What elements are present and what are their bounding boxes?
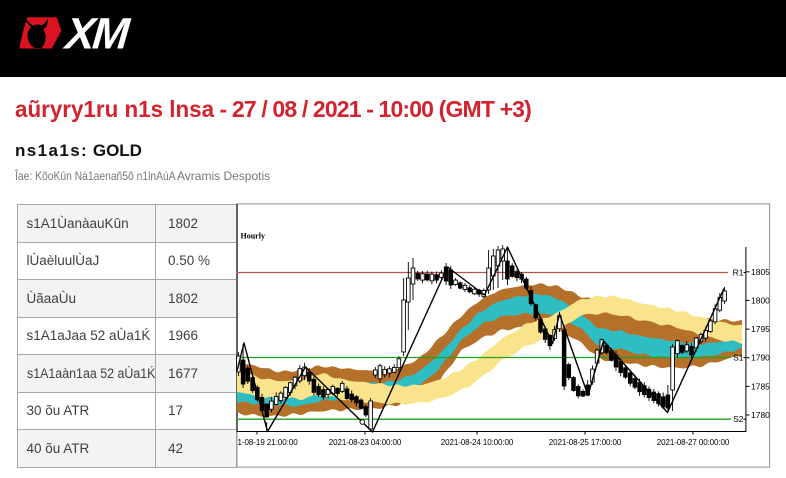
svg-text:S1: S1 [733,353,744,363]
svg-text:2021-08-27 00:00:00: 2021-08-27 00:00:00 [657,438,730,447]
svg-text:R1: R1 [733,268,744,278]
svg-text:1800: 1800 [751,295,770,305]
svg-text:XM: XM [61,15,133,58]
svg-text:1780: 1780 [751,410,770,420]
svg-text:S2: S2 [733,414,744,424]
svg-text:2021-08-23 04:00:00: 2021-08-23 04:00:00 [329,438,402,447]
svg-text:1805: 1805 [751,267,770,277]
svg-text:2021-08-25 17:00:00: 2021-08-25 17:00:00 [549,438,622,447]
svg-text:1795: 1795 [751,324,770,334]
svg-text:1785: 1785 [751,381,770,391]
svg-text:1790: 1790 [751,353,770,363]
svg-text:1-08-19 21:00:00: 1-08-19 21:00:00 [238,438,299,447]
svg-text:Hourly: Hourly [241,232,265,241]
svg-text:2021-08-24 10:00:00: 2021-08-24 10:00:00 [441,438,514,447]
